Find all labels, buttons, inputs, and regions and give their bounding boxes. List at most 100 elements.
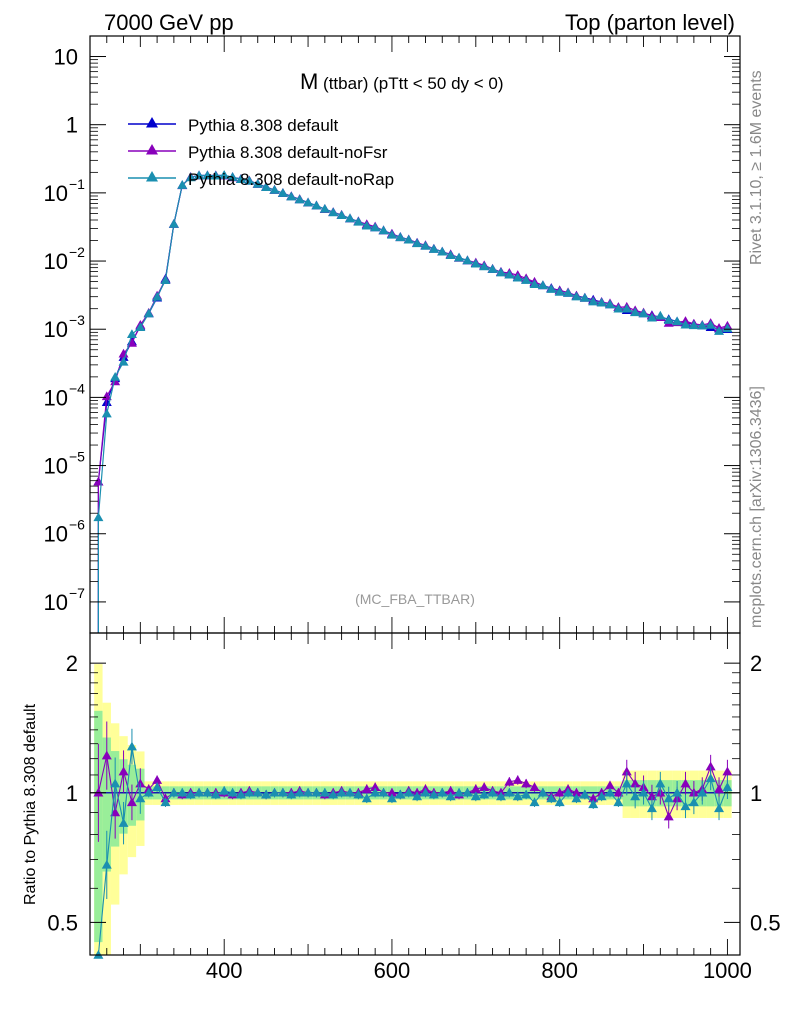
data-point-marker: [269, 185, 280, 194]
data-point-marker: [605, 787, 615, 797]
mcplots-label: mcplots.cern.ch [arXiv:1306.3436]: [748, 386, 765, 628]
data-point-marker: [663, 315, 674, 324]
data-point-marker: [655, 310, 666, 320]
plot-title: M (ttbar) (pTtt < 50 dy < 0): [300, 69, 504, 94]
data-point-marker: [160, 275, 171, 285]
main-y-tick-exponent: −5: [69, 449, 85, 465]
data-point-marker: [630, 791, 641, 801]
data-point-marker: [529, 797, 540, 807]
data-point-marker: [361, 784, 372, 793]
data-point-marker: [311, 787, 322, 797]
data-point-marker: [479, 261, 490, 271]
data-point-marker: [663, 811, 674, 821]
data-point-marker: [311, 200, 322, 210]
title-rest: (ttbar) (pTtt < 50 dy < 0): [318, 74, 503, 93]
data-point-marker: [714, 784, 725, 793]
data-point-marker: [470, 784, 481, 793]
data-point-marker: [303, 197, 314, 207]
data-point-marker: [146, 171, 158, 182]
ratio-y-tick-label-right: 1: [750, 781, 762, 806]
data-point-marker: [638, 787, 649, 797]
main-y-tick-label: 10: [54, 45, 78, 70]
data-point-marker: [722, 323, 733, 333]
data-point-marker: [705, 773, 716, 783]
data-point-marker: [680, 801, 691, 811]
data-point-marker: [638, 308, 649, 318]
data-point-marker: [437, 246, 448, 256]
data-point-marker: [135, 322, 146, 332]
data-point-marker: [118, 766, 129, 776]
ratio-band-green: [102, 737, 111, 872]
data-point-marker: [336, 210, 347, 219]
ratio-ylabel: Ratio to Pythia 8.308 default: [22, 703, 39, 905]
data-point-marker: [143, 308, 154, 318]
data-point-marker: [437, 787, 448, 797]
main-y-tick-exponent: −6: [69, 517, 85, 533]
data-point-marker: [529, 782, 540, 791]
data-point-marker: [445, 250, 456, 260]
data-point-marker: [93, 950, 104, 959]
ratio-band-green: [119, 759, 128, 834]
main-y-tick-label: 10: [44, 454, 68, 479]
x-tick-label: 800: [541, 958, 578, 983]
data-point-marker: [202, 787, 213, 797]
legend-label: Pythia 8.308 default: [188, 116, 339, 135]
data-point-marker: [160, 797, 171, 807]
data-point-marker: [705, 761, 716, 771]
data-point-marker: [529, 279, 540, 289]
data-point-marker: [110, 778, 121, 788]
data-point-marker: [378, 225, 389, 235]
data-point-marker: [319, 787, 330, 797]
data-point-marker: [210, 170, 221, 180]
data-point-marker: [428, 244, 439, 253]
data-point-marker: [613, 787, 624, 797]
data-point-marker: [110, 807, 121, 817]
data-point-marker: [537, 787, 548, 797]
data-point-marker: [630, 778, 641, 788]
main-series-group: [93, 170, 733, 633]
data-point-marker: [126, 329, 137, 338]
data-point-marker: [252, 787, 263, 797]
data-point-marker: [353, 789, 364, 799]
data-point-marker: [252, 178, 263, 188]
data-point-marker: [714, 326, 725, 335]
data-point-marker: [588, 296, 599, 306]
data-point-marker: [512, 791, 523, 801]
data-point-marker: [244, 175, 255, 185]
data-point-marker: [454, 252, 465, 262]
data-point-marker: [177, 180, 188, 189]
ratio-y-tick-label: 1: [66, 781, 78, 806]
data-point-marker: [663, 793, 674, 803]
data-point-marker: [177, 787, 188, 797]
data-point-marker: [655, 778, 666, 788]
data-point-marker: [303, 787, 314, 797]
data-point-marker: [168, 787, 179, 797]
data-point-marker: [571, 793, 582, 803]
main-y-tick-label: 10: [44, 522, 68, 547]
main-y-tick-label: 1: [66, 113, 78, 138]
data-point-marker: [219, 170, 230, 179]
data-point-marker: [596, 297, 607, 307]
x-tick-label: 400: [206, 958, 243, 983]
data-point-marker: [395, 232, 406, 242]
data-point-marker: [118, 356, 129, 366]
data-point-marker: [504, 269, 515, 279]
data-point-marker: [118, 818, 129, 827]
data-point-marker: [428, 789, 439, 799]
data-point-marker: [495, 267, 506, 277]
data-point-marker: [579, 789, 590, 799]
data-point-marker: [537, 280, 548, 290]
data-point-marker: [722, 766, 733, 776]
data-point-marker: [101, 750, 112, 760]
main-y-tick-label: 10: [44, 249, 68, 274]
data-point-marker: [462, 255, 473, 265]
data-point-marker: [420, 240, 431, 250]
data-point-marker: [680, 778, 691, 788]
header-left: 7000 GeV pp: [104, 10, 234, 35]
data-point-marker: [521, 778, 532, 788]
data-point-marker: [412, 238, 423, 248]
data-point-marker: [403, 787, 414, 797]
data-point-marker: [152, 782, 163, 791]
data-point-marker: [722, 782, 733, 791]
